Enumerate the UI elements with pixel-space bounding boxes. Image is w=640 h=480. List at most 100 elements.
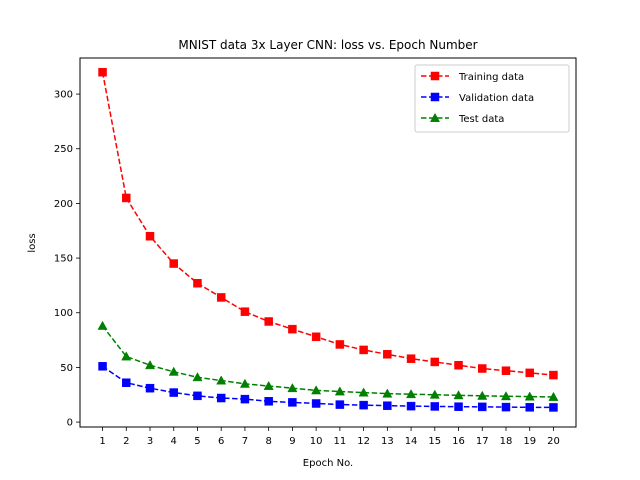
y-tick-label: 100 xyxy=(54,308,73,319)
data-point xyxy=(478,364,487,373)
x-tick-label: 6 xyxy=(218,436,224,447)
data-point xyxy=(193,391,202,401)
data-point xyxy=(288,324,297,334)
data-point xyxy=(549,403,558,412)
y-tick-label: 250 xyxy=(54,144,73,155)
x-tick-label: 11 xyxy=(333,436,346,447)
data-point xyxy=(359,400,368,410)
data-point xyxy=(98,67,107,77)
series-0 xyxy=(98,67,558,380)
y-tick-label: 200 xyxy=(54,199,73,210)
data-point xyxy=(383,401,392,410)
data-point xyxy=(239,378,250,388)
plot-area xyxy=(97,67,559,412)
data-point xyxy=(145,231,155,241)
data-point xyxy=(288,398,297,407)
data-point xyxy=(429,389,440,399)
x-tick-label: 19 xyxy=(523,436,536,447)
data-point xyxy=(549,370,558,380)
data-point xyxy=(144,360,156,370)
data-point xyxy=(406,354,416,363)
data-point xyxy=(264,317,273,326)
data-point xyxy=(525,368,534,378)
data-point xyxy=(406,401,416,411)
data-point xyxy=(501,366,511,375)
data-point xyxy=(122,193,131,203)
data-point xyxy=(406,389,417,399)
data-point xyxy=(334,386,345,396)
legend-box xyxy=(414,64,570,133)
data-point xyxy=(453,390,464,400)
data-point xyxy=(311,385,322,395)
x-tick-label: 18 xyxy=(500,436,513,447)
data-point xyxy=(216,393,226,403)
data-point xyxy=(383,350,392,359)
data-point xyxy=(335,400,345,409)
x-tick-label: 17 xyxy=(476,436,489,447)
legend-label: Training data xyxy=(458,72,524,83)
x-tick-label: 2 xyxy=(123,436,129,447)
data-point xyxy=(264,397,273,406)
data-point xyxy=(121,351,132,361)
data-point xyxy=(311,332,321,342)
data-point xyxy=(240,394,250,404)
data-point xyxy=(216,375,227,385)
x-tick-label: 9 xyxy=(289,436,295,447)
x-axis-label: Epoch No. xyxy=(303,458,353,469)
data-point xyxy=(98,362,107,371)
data-point xyxy=(500,391,512,401)
legend-label: Test data xyxy=(458,114,504,125)
data-point xyxy=(524,391,535,401)
x-tick-label: 3 xyxy=(147,436,153,447)
data-point xyxy=(454,360,463,370)
data-point xyxy=(525,403,534,412)
data-point xyxy=(311,399,321,408)
data-point xyxy=(192,372,203,382)
data-point xyxy=(216,293,226,302)
x-tick-label: 20 xyxy=(547,436,560,447)
x-tick-label: 7 xyxy=(242,436,248,447)
data-point xyxy=(122,378,131,387)
legend-label: Validation data xyxy=(459,93,534,104)
x-tick-label: 5 xyxy=(194,436,200,447)
chart-title: MNIST data 3x Layer CNN: loss vs. Epoch … xyxy=(178,38,477,52)
legend: Training data Validation data Test data xyxy=(414,64,570,133)
x-tick-label: 12 xyxy=(357,436,370,447)
series-2 xyxy=(97,320,559,401)
data-point xyxy=(477,390,488,400)
x-tick-label: 15 xyxy=(428,436,441,447)
data-point xyxy=(478,402,487,412)
legend-marker xyxy=(430,92,440,102)
legend-item: Training data xyxy=(421,71,524,83)
legend-marker xyxy=(429,112,441,122)
data-point xyxy=(145,383,155,393)
x-tick-label: 1 xyxy=(99,436,105,447)
data-point xyxy=(287,383,298,393)
data-point xyxy=(168,366,179,376)
plot-frame xyxy=(79,57,577,428)
x-tick-label: 16 xyxy=(452,436,465,447)
data-point xyxy=(193,278,202,288)
x-tick-label: 8 xyxy=(265,436,271,447)
y-axis: 0 50 100 150 200 250 300 xyxy=(54,90,80,429)
data-point xyxy=(430,357,440,367)
series-1 xyxy=(98,362,558,412)
data-point xyxy=(454,402,463,411)
data-point xyxy=(430,402,440,411)
x-tick-label: 4 xyxy=(171,436,177,447)
x-tick-label: 10 xyxy=(310,436,323,447)
y-axis-label: loss xyxy=(27,233,38,252)
y-tick-label: 300 xyxy=(54,90,73,101)
data-point xyxy=(169,388,178,397)
data-point xyxy=(358,387,369,397)
legend-item: Test data xyxy=(421,112,504,125)
data-point xyxy=(263,380,274,390)
y-tick-label: 50 xyxy=(60,363,73,374)
series-line xyxy=(101,325,554,398)
data-point xyxy=(382,388,393,398)
data-point xyxy=(97,320,108,330)
legend-item: Validation data xyxy=(421,92,534,104)
x-tick-label: 13 xyxy=(381,436,394,447)
x-tick-label: 14 xyxy=(405,436,418,447)
